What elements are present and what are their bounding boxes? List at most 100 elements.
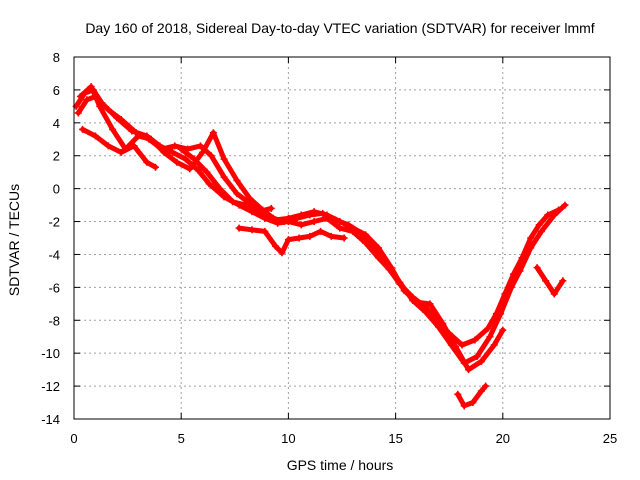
data-point xyxy=(267,204,275,212)
data-point xyxy=(473,352,481,360)
data-point xyxy=(533,264,541,272)
data-point xyxy=(272,216,280,224)
data-point xyxy=(527,234,535,242)
data-point xyxy=(216,185,224,193)
y-tick-label: 0 xyxy=(53,182,60,197)
series-line xyxy=(178,146,274,215)
y-tick-label: -12 xyxy=(41,379,60,394)
data-point xyxy=(246,195,254,203)
grid xyxy=(74,57,610,419)
data-point xyxy=(284,236,292,244)
data-point xyxy=(559,277,567,285)
series-line xyxy=(236,225,347,256)
data-point xyxy=(229,198,237,206)
data-point xyxy=(295,234,303,242)
data-point xyxy=(527,244,535,252)
data-point xyxy=(374,244,382,252)
x-tick-label: 0 xyxy=(70,431,77,446)
data-point xyxy=(96,102,104,110)
series-track-3 xyxy=(76,83,507,374)
data-point xyxy=(362,231,370,239)
data-point xyxy=(542,277,550,285)
data-point xyxy=(248,226,256,234)
data-point xyxy=(458,341,466,349)
data-point xyxy=(209,129,217,137)
data-point xyxy=(317,227,325,235)
data-point xyxy=(278,249,286,257)
data-point xyxy=(426,300,434,308)
data-point xyxy=(79,125,87,133)
series-line xyxy=(73,87,561,348)
data-point xyxy=(550,290,558,298)
data-point xyxy=(117,116,125,124)
data-point xyxy=(486,333,494,341)
y-tick-label: -8 xyxy=(48,313,60,328)
data-point xyxy=(469,399,477,407)
data-point xyxy=(477,357,485,365)
data-point xyxy=(310,208,318,216)
x-axis-title: GPS time / hours xyxy=(287,457,394,473)
data-point xyxy=(235,224,243,232)
data-point xyxy=(203,168,211,176)
data-point xyxy=(181,155,189,163)
y-tick-label: -14 xyxy=(41,412,60,427)
data-point xyxy=(323,211,331,219)
data-point xyxy=(422,308,430,316)
axis-ticks: 0 5 10 15 20 25 -14 -12 -10 -8 -6 -4 -2 0 2 4 6 8 xyxy=(41,50,617,446)
data-point xyxy=(117,148,125,156)
x-tick-label: 5 xyxy=(178,431,185,446)
data-point xyxy=(297,211,305,219)
data-point xyxy=(336,218,344,226)
x-tick-label: 20 xyxy=(496,431,510,446)
data-point xyxy=(544,211,552,219)
data-point xyxy=(439,320,447,328)
y-axis-title: SDTVAR / TECUs xyxy=(6,184,22,296)
y-tick-label: 8 xyxy=(53,50,60,65)
data-point xyxy=(482,382,490,390)
data-point xyxy=(151,163,159,171)
data-point xyxy=(104,142,112,150)
data-point xyxy=(535,221,543,229)
data-point xyxy=(147,135,155,143)
y-tick-label: 4 xyxy=(53,116,60,131)
data-point xyxy=(74,109,82,117)
y-tick-label: 6 xyxy=(53,83,60,98)
series-line xyxy=(534,265,566,297)
data-point xyxy=(340,234,348,242)
data-point xyxy=(550,211,558,219)
data-point xyxy=(173,158,181,166)
data-point xyxy=(220,155,228,163)
data-point xyxy=(297,221,305,229)
data-point xyxy=(199,148,207,156)
series-track-5 xyxy=(177,145,275,216)
data-point xyxy=(490,341,498,349)
data-point xyxy=(87,83,95,91)
data-point xyxy=(471,336,479,344)
x-tick-label: 25 xyxy=(603,431,617,446)
data-point xyxy=(497,310,505,318)
data-point xyxy=(83,96,91,104)
data-point xyxy=(160,148,168,156)
data-point xyxy=(484,325,492,332)
data-point xyxy=(143,158,151,166)
chart-title: Day 160 of 2018, Sidereal Day-to-day VTE… xyxy=(85,20,594,36)
data-point xyxy=(561,201,569,209)
data-point xyxy=(387,264,395,272)
data-point xyxy=(477,387,485,395)
data-point xyxy=(272,242,280,250)
data-point xyxy=(233,176,241,184)
data-point xyxy=(104,106,112,114)
data-point xyxy=(310,218,318,226)
data-point xyxy=(537,227,545,235)
data-point xyxy=(190,155,198,163)
series-track-8 xyxy=(533,264,567,298)
data-point xyxy=(171,142,179,150)
y-tick-label: -10 xyxy=(41,346,60,361)
data-point xyxy=(434,323,442,331)
data-point xyxy=(194,167,202,175)
data-point xyxy=(400,287,408,295)
data-point xyxy=(91,132,99,140)
x-tick-label: 15 xyxy=(388,431,402,446)
data-point xyxy=(207,152,215,160)
